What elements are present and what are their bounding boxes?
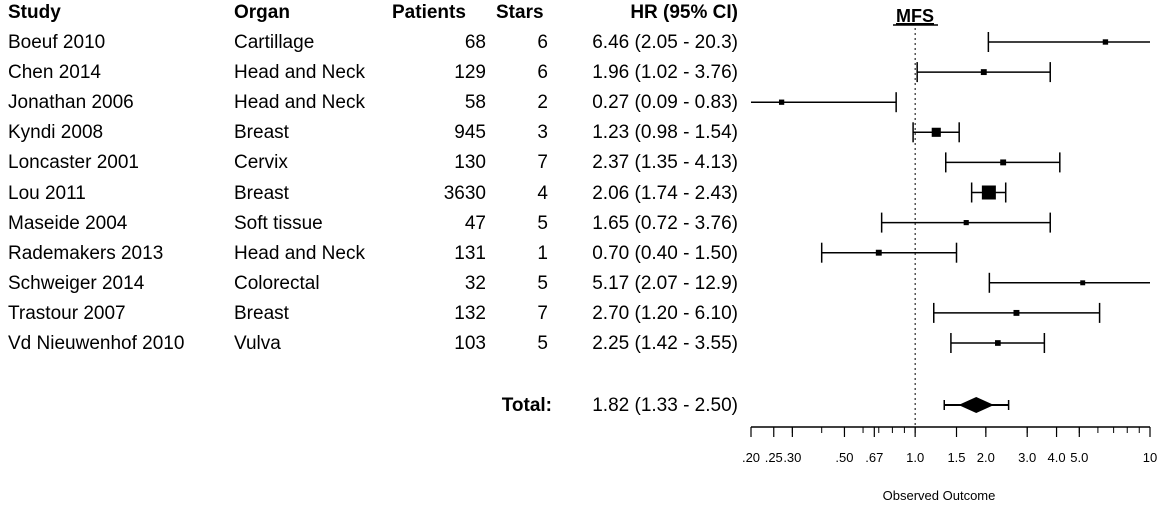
tick-label: .20 — [742, 450, 760, 465]
organ: Breast — [234, 302, 289, 324]
hr-ci: 2.06 (1.74 - 2.43) — [592, 182, 738, 204]
organ: Breast — [234, 122, 289, 144]
study-name: Chen 2014 — [8, 62, 101, 84]
x-axis-label: Observed Outcome — [883, 488, 996, 503]
hr-ci: 0.70 (0.40 - 1.50) — [592, 242, 738, 264]
patients: 129 — [454, 62, 486, 84]
stars: 7 — [537, 152, 548, 174]
point-estimate — [980, 69, 987, 76]
patients: 103 — [454, 333, 486, 354]
patients: 47 — [464, 212, 486, 234]
hr-ci: 2.70 (1.20 - 6.10) — [592, 302, 738, 324]
tick-label: 10 — [1143, 450, 1157, 465]
tick-label: .30 — [783, 450, 801, 465]
organ: Vulva — [234, 333, 281, 354]
chart-title: MFS — [896, 6, 934, 26]
stars: 6 — [537, 62, 548, 84]
patients: 945 — [454, 122, 486, 144]
total-label: Total: — [501, 395, 552, 416]
header-hr: HR (95% CI) — [630, 2, 738, 23]
patients: 68 — [464, 32, 486, 53]
point-estimate — [875, 249, 882, 256]
tick-label: 4.0 — [1048, 450, 1066, 465]
study-name: Vd Nieuwenhof 2010 — [8, 333, 185, 354]
point-estimate — [1013, 309, 1020, 316]
study-name: Lou 2011 — [8, 182, 86, 204]
stars: 7 — [537, 302, 548, 324]
header-study: Study — [8, 2, 61, 23]
organ: Head and Neck — [234, 92, 365, 114]
tick-label: .50 — [835, 450, 853, 465]
stars: 1 — [537, 242, 548, 264]
stars: 4 — [537, 182, 548, 204]
tick-label: 5.0 — [1070, 450, 1088, 465]
hr-ci: 2.37 (1.35 - 4.13) — [592, 152, 738, 174]
patients: 58 — [464, 92, 486, 114]
tick-label: .67 — [865, 450, 883, 465]
tick-label: 1.0 — [906, 450, 924, 465]
hr-ci: 1.96 (1.02 - 3.76) — [592, 62, 738, 84]
study-name: Schweiger 2014 — [8, 272, 145, 294]
hr-ci: 1.65 (0.72 - 3.76) — [592, 212, 738, 234]
point-estimate — [1000, 159, 1007, 166]
study-name: Maseide 2004 — [8, 212, 128, 234]
stars: 2 — [537, 92, 548, 114]
study-name: Loncaster 2001 — [8, 152, 139, 174]
point-estimate — [981, 185, 996, 200]
study-name: Boeuf 2010 — [8, 32, 106, 53]
hr-ci: 1.23 (0.98 - 1.54) — [592, 122, 738, 144]
study-name: Trastour 2007 — [8, 302, 126, 324]
point-estimate — [995, 340, 1001, 346]
point-estimate — [1080, 280, 1086, 286]
point-estimate — [931, 127, 941, 137]
organ: Cervix — [234, 152, 288, 174]
total-diamond — [958, 397, 994, 413]
patients: 132 — [454, 302, 486, 324]
study-name: Kyndi 2008 — [8, 122, 104, 144]
tick-label: .25 — [765, 450, 783, 465]
study-name: Rademakers 2013 — [8, 242, 164, 264]
header-organ: Organ — [234, 2, 290, 23]
tick-label: 2.0 — [977, 450, 995, 465]
organ: Soft tissue — [234, 212, 323, 234]
tick-label: 3.0 — [1018, 450, 1036, 465]
patients: 131 — [454, 242, 486, 264]
point-estimate — [1102, 39, 1109, 45]
stars: 3 — [537, 122, 548, 144]
stars: 5 — [537, 272, 548, 294]
stars: 5 — [537, 333, 548, 354]
header-patients: Patients — [392, 2, 466, 23]
point-estimate — [963, 220, 969, 226]
header-stars: Stars — [496, 2, 544, 23]
stars: 6 — [537, 32, 548, 53]
organ: Head and Neck — [234, 62, 365, 84]
hr-ci: 6.46 (2.05 - 20.3) — [592, 32, 738, 53]
organ: Cartillage — [234, 32, 315, 53]
organ: Colorectal — [234, 272, 320, 294]
patients: 32 — [464, 272, 486, 294]
hr-ci: 2.25 (1.42 - 3.55) — [592, 333, 738, 354]
tick-label: 1.5 — [947, 450, 965, 465]
stars: 5 — [537, 212, 548, 234]
total-hr: 1.82 (1.33 - 2.50) — [592, 395, 738, 416]
organ: Head and Neck — [234, 242, 365, 264]
hr-ci: 0.27 (0.09 - 0.83) — [592, 92, 738, 114]
hr-ci: 5.17 (2.07 - 12.9) — [592, 272, 738, 294]
point-estimate — [778, 99, 785, 105]
patients: 130 — [454, 152, 486, 174]
study-name: Jonathan 2006 — [8, 92, 134, 114]
organ: Breast — [234, 182, 289, 204]
patients: 3630 — [443, 182, 486, 204]
